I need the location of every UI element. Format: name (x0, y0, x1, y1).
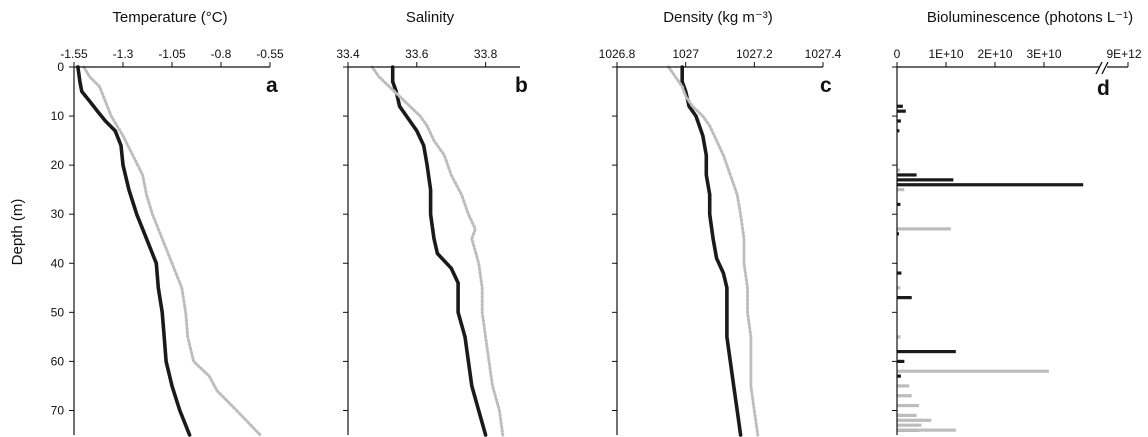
panel-b-series (370, 65, 505, 437)
panel-d-bar-light (897, 168, 900, 172)
panel-d-bar-light (897, 335, 901, 339)
panel-a-xticks: -1.55 -1.3 -1.05 -0.8 -0.55 (60, 47, 284, 67)
panel-d-bar-dark (897, 202, 901, 206)
panel-d-bar-dark (897, 183, 1084, 187)
panel-d-bar-light (897, 418, 932, 422)
panel-a-xtick-label: -0.55 (256, 47, 284, 61)
panel-d-xtick-label: 3E+10 (1026, 47, 1061, 61)
axis-break-marker (1095, 61, 1109, 76)
panel-b-xtick-label: 33.8 (474, 47, 498, 61)
panel-c-xtick-label: 1027 (672, 47, 699, 61)
panel-a-letter: a (266, 74, 278, 97)
panel-d-bar-light (897, 403, 920, 408)
panel-c-xtick-label: 1027.4 (805, 47, 842, 61)
panel-d-letter: d (1097, 77, 1110, 100)
panel-d-bar-light (897, 428, 956, 432)
panel-d-bar-dark (897, 178, 954, 182)
panel-a-series-dark-line (76, 65, 192, 437)
panel-d-bar-dark (897, 374, 901, 378)
panel-a-xtick-label: -1.05 (158, 47, 186, 61)
panel-d-xtick-label: 1E+10 (928, 47, 963, 61)
panel-c-xtick-label: 1027.2 (736, 47, 773, 61)
panel-d-bar-dark (897, 173, 917, 177)
panel-b-letter: b (515, 74, 528, 97)
panel-a-series-light-line (82, 65, 262, 437)
panel-d-bar-light (897, 413, 917, 417)
panel-b-title: Salinity (406, 9, 455, 26)
panel-d-bar-dark (897, 359, 905, 363)
panel-d-bar-light (897, 384, 910, 388)
panel-c-letter: c (820, 74, 832, 97)
y-axis-label: Depth (m) (9, 199, 26, 266)
y-tick-label: 30 (51, 207, 65, 221)
y-tick-label: 10 (51, 109, 65, 123)
panel-d-bar-dark (897, 296, 912, 300)
y-tick-label: 50 (51, 305, 65, 319)
panel-b-xticks: 33.4 33.6 33.8 (336, 47, 498, 67)
panel-c-xticks: 1026.8 1027 1027.2 1027.4 (599, 47, 842, 67)
panel-b-yticks (343, 66, 348, 411)
panel-a-yticks: 0 10 20 30 40 50 60 70 (51, 60, 74, 417)
panel-a-series (76, 65, 262, 437)
panel-d-bar-dark (897, 271, 902, 275)
panel-d-bar-light (897, 188, 905, 192)
y-tick-label: 20 (51, 158, 65, 172)
panel-c-series-light-line (667, 65, 760, 437)
panel-b-series-dark-line (390, 65, 488, 437)
panel-a-xtick-label: -1.3 (113, 47, 134, 61)
panel-d-bar-light (897, 227, 951, 231)
panel-d-xtick-label: 2E+10 (977, 47, 1012, 61)
panel-c-yticks (612, 66, 617, 411)
panel-a-title: Temperature (°C) (112, 9, 227, 26)
panel-d-bar-dark (897, 129, 900, 133)
panel-d-yticks (892, 66, 897, 411)
panel-d-title: Bioluminescence (photons L⁻¹) (927, 9, 1133, 26)
panel-d: Bioluminescence (photons L⁻¹) 0 1E+10 2E+1… (892, 9, 1142, 435)
panel-c-title: Density (kg m⁻³) (663, 9, 773, 26)
panel-d-bar-dark (897, 104, 903, 108)
panel-d-bar-dark (897, 119, 901, 123)
panel-d-xtick-break-label: 9E+12 (1106, 47, 1141, 61)
panel-d-bar-light (897, 369, 1049, 373)
panel-c-series (667, 65, 760, 437)
panel-a-xtick-label: -0.8 (211, 47, 232, 61)
panel-d-bar-dark (897, 232, 899, 236)
panel-d-bar-dark (897, 109, 906, 113)
y-tick-label: 40 (51, 256, 65, 270)
y-tick-label: 60 (51, 354, 65, 368)
panel-d-bar-dark (897, 349, 956, 354)
y-tick-label: 0 (57, 60, 64, 74)
y-tick-label: 70 (51, 403, 65, 417)
panel-b: Salinity 33.4 33.6 33.8 b (336, 9, 528, 437)
panel-b-xtick-label: 33.6 (405, 47, 429, 61)
panel-c-series-dark-line (680, 65, 743, 437)
panel-d-bar-light (897, 394, 912, 398)
panel-d-xticks: 0 1E+10 2E+10 3E+10 9E+12 (894, 47, 1142, 67)
panel-a: Temperature (°C) -1.55 -1.3 -1.05 -0.8 -0.55… (51, 9, 284, 437)
panel-d-bar-light (897, 286, 901, 290)
panel-d-series (897, 104, 1084, 432)
panel-d-bar-light (897, 423, 922, 427)
panel-d-xtick-label: 0 (894, 47, 901, 61)
panel-a-xtick-label: -1.55 (60, 47, 88, 61)
panel-c: Density (kg m⁻³) 1026.8 1027 1027.2 1027.4 … (599, 9, 842, 437)
panel-b-series-light-line (370, 65, 505, 437)
panel-c-xtick-label: 1026.8 (599, 47, 636, 61)
panel-b-xtick-label: 33.4 (336, 47, 360, 61)
